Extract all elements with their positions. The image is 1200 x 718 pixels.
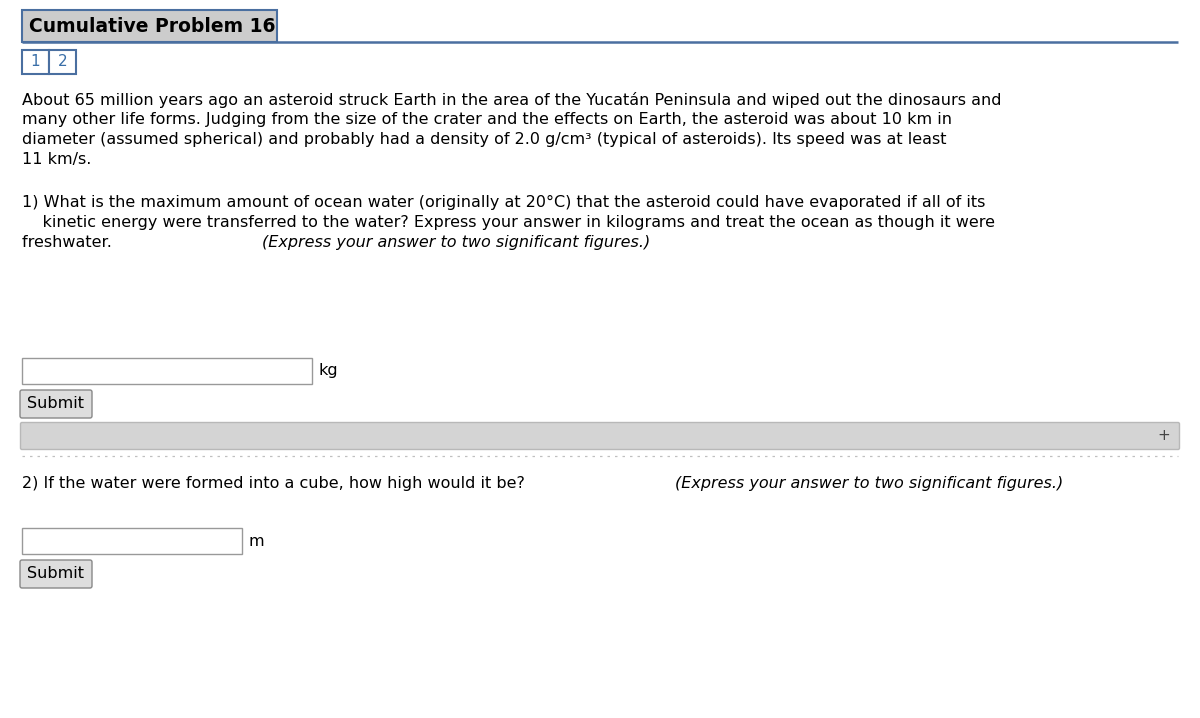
Text: Cumulative Problem 16: Cumulative Problem 16 (29, 17, 276, 35)
Text: many other life forms. Judging from the size of the crater and the effects on Ea: many other life forms. Judging from the … (22, 112, 952, 127)
Text: m: m (250, 533, 265, 549)
Text: Submit: Submit (28, 396, 84, 411)
Text: 1: 1 (31, 55, 41, 70)
Text: freshwater.: freshwater. (22, 235, 118, 250)
FancyBboxPatch shape (22, 50, 49, 74)
FancyBboxPatch shape (49, 50, 76, 74)
Text: diameter (assumed spherical) and probably had a density of 2.0 g/cm³ (typical of: diameter (assumed spherical) and probabl… (22, 132, 947, 147)
Text: (Express your answer to two significant figures.): (Express your answer to two significant … (262, 235, 650, 250)
Text: kinetic energy were transferred to the water? Express your answer in kilograms a: kinetic energy were transferred to the w… (22, 215, 995, 230)
FancyBboxPatch shape (22, 358, 312, 384)
Text: 2: 2 (58, 55, 67, 70)
Text: 2) If the water were formed into a cube, how high would it be?: 2) If the water were formed into a cube,… (22, 476, 530, 491)
Text: Submit: Submit (28, 567, 84, 582)
Text: +: + (1158, 429, 1170, 444)
Text: About 65 million years ago an asteroid struck Earth in the area of the Yucatán P: About 65 million years ago an asteroid s… (22, 92, 1002, 108)
Text: 1) What is the maximum amount of ocean water (originally at 20°C) that the aster: 1) What is the maximum amount of ocean w… (22, 195, 985, 210)
FancyBboxPatch shape (20, 560, 92, 588)
Text: 11 km/s.: 11 km/s. (22, 152, 91, 167)
Text: (Express your answer to two significant figures.): (Express your answer to two significant … (676, 476, 1063, 491)
FancyBboxPatch shape (22, 10, 277, 42)
FancyBboxPatch shape (22, 528, 242, 554)
FancyBboxPatch shape (20, 390, 92, 418)
Text: kg: kg (319, 363, 338, 378)
FancyBboxPatch shape (20, 422, 1180, 449)
